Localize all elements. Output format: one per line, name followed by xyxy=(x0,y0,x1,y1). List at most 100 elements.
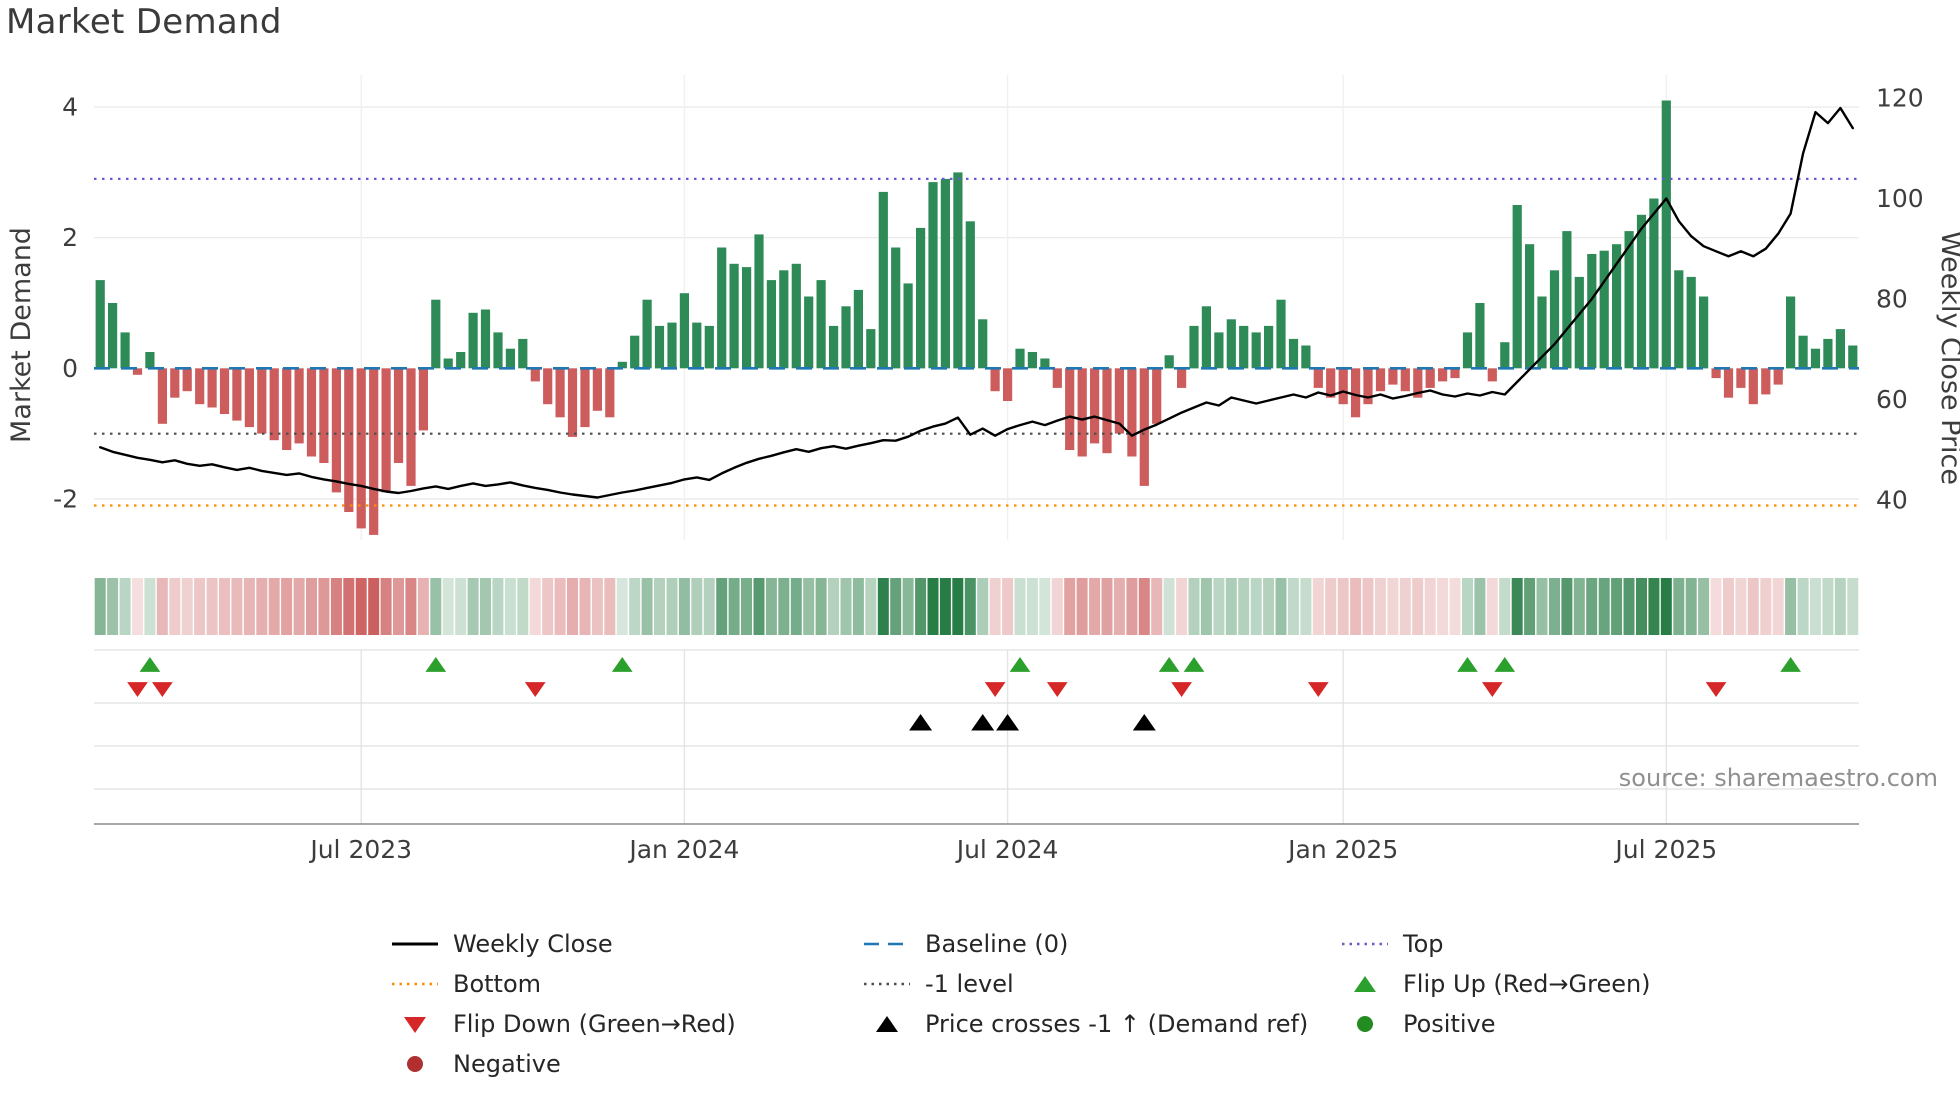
heatmap-cell xyxy=(1847,578,1859,635)
demand-bar xyxy=(916,227,926,369)
demand-bar xyxy=(1612,244,1622,369)
legend-item-price-crosses-minus-1: Price crosses -1 ↑ (Demand ref) xyxy=(862,1010,1340,1038)
demand-bar xyxy=(978,319,988,369)
weekly-close-line xyxy=(98,106,1855,499)
heatmap-cell xyxy=(368,578,380,635)
demand-bar xyxy=(816,280,826,369)
heatmap-cell xyxy=(567,578,578,635)
legend-item-baseline-0: Baseline (0) xyxy=(862,930,1340,958)
demand-bar xyxy=(1711,368,1721,379)
legend-label-positive: Positive xyxy=(1403,1010,1496,1038)
demand-bar xyxy=(480,309,491,369)
heatmap-cell xyxy=(865,578,877,635)
demand-bar xyxy=(928,182,938,369)
demand-bar xyxy=(1052,368,1062,388)
demand-bar xyxy=(1587,254,1597,369)
heatmap-cell xyxy=(1362,578,1374,635)
heatmap-cell xyxy=(1225,578,1237,635)
legend-item-top: Top xyxy=(1340,930,1720,958)
demand-bar xyxy=(1114,368,1124,434)
heatmap-cell xyxy=(206,578,218,635)
heatmap-cell xyxy=(268,578,280,635)
heatmap-cell xyxy=(1561,578,1573,635)
y-tick-right: 60 xyxy=(1876,385,1908,414)
legend-label-flip-up: Flip Up (Red→Green) xyxy=(1403,970,1651,998)
heatmap-cell xyxy=(119,578,131,635)
heatmap-cell xyxy=(380,578,392,635)
heatmap-cell xyxy=(281,578,293,635)
demand-bar xyxy=(1177,368,1187,388)
legend-item-bottom: Bottom xyxy=(390,970,862,998)
heatmap-cell xyxy=(1300,578,1312,635)
demand-bar xyxy=(1027,352,1037,369)
heatmap-cell xyxy=(1101,578,1113,635)
demand-bar xyxy=(493,332,503,369)
heatmap-cell xyxy=(1685,578,1697,635)
heatmap-strip xyxy=(94,578,1859,635)
demand-bar xyxy=(866,329,876,369)
heatmap-cell xyxy=(666,578,678,635)
demand-bar xyxy=(120,332,130,369)
heatmap-cell xyxy=(467,578,479,635)
legend-swatch-weekly-close xyxy=(392,942,438,946)
heatmap-cell xyxy=(1636,578,1647,635)
heatmap-cell xyxy=(1822,578,1834,635)
heatmap-cell xyxy=(480,578,491,635)
heatmap-cell xyxy=(107,578,119,635)
demand-bar xyxy=(1798,335,1808,369)
demand-bar xyxy=(306,368,317,457)
heatmap-cell xyxy=(778,578,790,635)
heatmap-cell xyxy=(1138,578,1150,635)
heatmap-cell xyxy=(1176,578,1188,635)
demand-bar xyxy=(1438,368,1448,382)
demand-bar xyxy=(244,368,254,428)
demand-bar xyxy=(393,368,404,463)
chart-canvas: 4 2 0 -2 120 100 80 60 40 Jul 2023 Jan 2024 Jul 202… xyxy=(6,75,1960,864)
demand-bar xyxy=(580,368,590,428)
demand-bar xyxy=(1786,296,1796,369)
heatmap-cell xyxy=(927,578,939,635)
heatmap-cell xyxy=(1698,578,1710,635)
demand-bar xyxy=(1773,368,1783,385)
demand-bar xyxy=(1761,368,1771,395)
heatmap-cell xyxy=(1499,578,1511,635)
heatmap-cell xyxy=(256,578,268,635)
heatmap-cell xyxy=(1200,578,1212,635)
demand-bar xyxy=(1400,368,1410,392)
demand-bar xyxy=(791,263,801,369)
demand-bar xyxy=(182,368,192,392)
demand-bar xyxy=(779,270,789,369)
heatmap-cell xyxy=(1486,578,1498,635)
demand-bar xyxy=(1139,368,1149,486)
heatmap-cell xyxy=(703,578,715,635)
heatmap-cell xyxy=(442,578,454,635)
y-tick-right: 80 xyxy=(1876,285,1908,314)
y-tick-right: 100 xyxy=(1876,184,1924,213)
heatmap-cell xyxy=(616,578,628,635)
demand-bar xyxy=(1823,338,1833,369)
demand-bar xyxy=(1835,329,1845,369)
heatmap-cell xyxy=(964,578,976,635)
demand-bar xyxy=(232,368,242,421)
heatmap-cell xyxy=(1014,578,1026,635)
demand-bar xyxy=(356,368,366,529)
legend-item-minus-1-level: -1 level xyxy=(862,970,1340,998)
y-tick-left: 0 xyxy=(62,354,78,383)
legend-label-negative: Negative xyxy=(453,1050,561,1078)
heatmap-cell xyxy=(604,578,616,635)
heatmap-cell xyxy=(952,578,964,635)
x-tick-label: Jul 2023 xyxy=(308,835,412,864)
heatmap-cell xyxy=(765,578,777,635)
flip-up-markers xyxy=(139,657,1801,672)
legend-swatch-top xyxy=(1342,942,1388,946)
y-tick-left: -2 xyxy=(53,485,78,514)
demand-bar xyxy=(1487,368,1497,382)
demand-bar xyxy=(1636,214,1647,369)
demand-bar xyxy=(853,289,863,369)
heatmap-cell xyxy=(591,578,603,635)
demand-bar xyxy=(679,293,689,369)
heatmap-cell xyxy=(1474,578,1486,635)
demand-bar xyxy=(170,368,180,398)
heatmap-cell xyxy=(343,578,355,635)
heatmap-cell xyxy=(803,578,815,635)
